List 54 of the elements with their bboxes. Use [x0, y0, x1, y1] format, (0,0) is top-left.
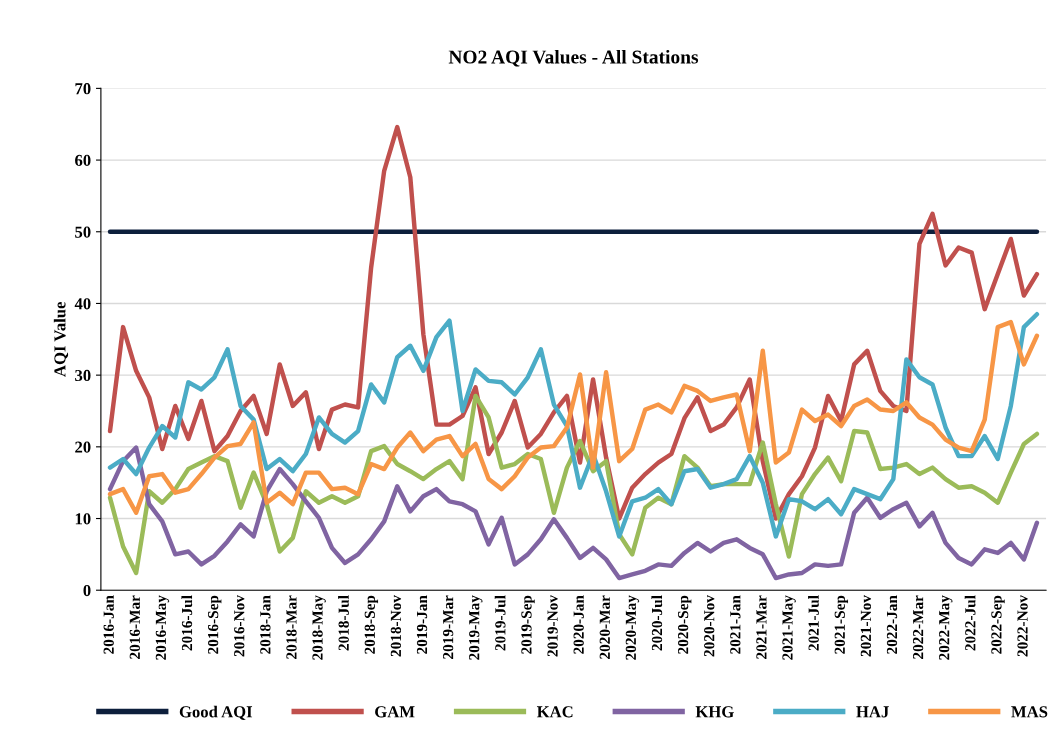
- x-tick-label: 2019-Sep: [521, 595, 535, 654]
- legend-label: Good AQI: [179, 705, 253, 720]
- y-axis-title: AQI Value: [53, 301, 69, 377]
- x-tick-label: 2019-May: [469, 595, 483, 660]
- x-tick-label: 2022-Jan: [886, 595, 898, 654]
- x-tick-label: 2018-Jul: [338, 595, 349, 651]
- x-tick-label: 2022-Mar: [912, 595, 924, 659]
- y-tick-label: 10: [75, 513, 91, 525]
- x-tick-label: 2018-Nov: [390, 595, 402, 657]
- y-tick-label: 40: [74, 298, 91, 310]
- legend-label: KAC: [536, 706, 573, 718]
- line-series: [107, 124, 1040, 521]
- x-tick-label: 2018-Sep: [364, 595, 379, 654]
- x-tick-label: 2022-May: [939, 595, 953, 660]
- y-tick-label: 20: [75, 441, 91, 453]
- y-tick-label: 30: [75, 369, 91, 382]
- x-tick-label: 2020-Jan: [573, 595, 584, 654]
- x-tick-label: 2016-Nov: [234, 595, 245, 657]
- x-tick-label: 2022-Nov: [1017, 595, 1028, 657]
- x-tick-label: 2020-Jul: [651, 595, 663, 651]
- x-tick-label: 2018-May: [312, 595, 326, 660]
- x-tick-label: 2021-Nov: [860, 595, 872, 657]
- x-tick-label: 2019-Mar: [442, 595, 454, 659]
- x-tick-label: 2016-Sep: [207, 595, 222, 654]
- x-tick-label: 2021-Jan: [730, 595, 741, 654]
- x-tick-label: 2022-Sep: [991, 595, 1005, 654]
- y-tick-label: 0: [83, 584, 91, 597]
- legend-label: KHG: [695, 706, 734, 718]
- legend-label: GAM: [375, 706, 415, 718]
- x-tick-label: 2021-May: [782, 595, 796, 660]
- x-tick-label: 2016-Mar: [129, 595, 140, 659]
- y-tick-label: 50: [75, 226, 91, 238]
- x-tick-label: 2019-Jan: [416, 595, 428, 654]
- x-tick-label: 2016-Jul: [181, 595, 193, 651]
- legend-label: MAS: [1011, 706, 1048, 718]
- line-series: [107, 445, 1040, 581]
- x-tick-label: 2016-May: [155, 595, 170, 660]
- x-tick-label: 2021-Jul: [808, 595, 819, 651]
- x-tick-label: 2020-Sep: [677, 595, 692, 654]
- y-tick-label: 70: [75, 83, 91, 95]
- x-tick-label: 2021-Sep: [834, 595, 849, 654]
- x-tick-label: 2022-Jul: [964, 595, 976, 651]
- x-tick-label: 2021-Mar: [756, 595, 767, 659]
- x-tick-label: 2020-Nov: [704, 595, 715, 657]
- x-tick-label: 2019-Nov: [547, 595, 558, 657]
- x-tick-label: 2020-May: [625, 595, 640, 660]
- y-tick-label: 60: [75, 154, 91, 167]
- x-tick-label: 2019-Jul: [494, 595, 506, 651]
- legend-label: HAJ: [856, 706, 889, 718]
- chart-title: NO2 AQI Values - All Stations: [448, 49, 699, 67]
- x-tick-label: 2018-Jan: [260, 595, 271, 654]
- x-tick-label: 2020-Mar: [599, 595, 610, 659]
- x-tick-label: 2018-Mar: [286, 595, 297, 659]
- x-tick-label: 2016-Jan: [103, 595, 114, 654]
